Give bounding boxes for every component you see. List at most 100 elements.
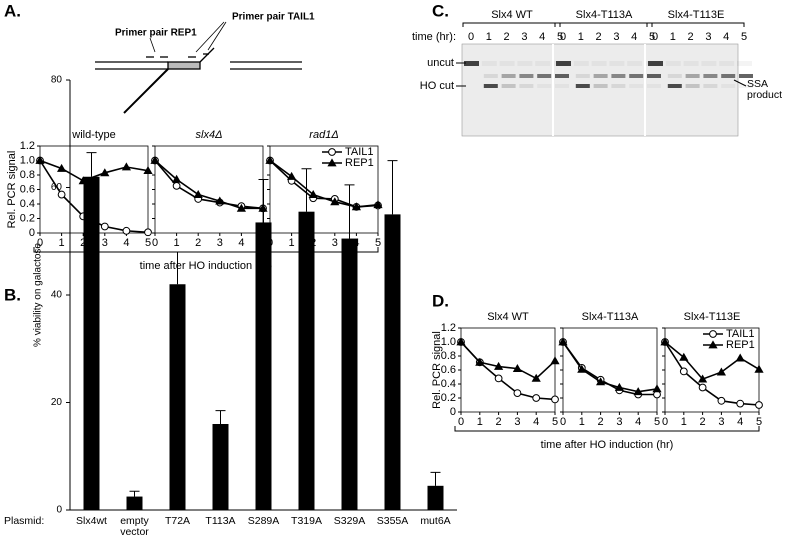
y-tick-label: 40 xyxy=(51,290,63,301)
marker xyxy=(308,189,318,198)
time-label: time (hr): xyxy=(412,31,456,43)
y-tick-label: 60 xyxy=(51,182,63,193)
y-tick-label: 0.4 xyxy=(441,378,456,390)
gel-band xyxy=(721,74,736,78)
gel-band xyxy=(481,61,497,66)
gel-band xyxy=(719,61,735,66)
gel-band xyxy=(648,61,663,66)
ho-site xyxy=(167,61,201,70)
gel-band xyxy=(575,84,590,88)
bar xyxy=(427,485,444,510)
x-tick-label: 4 xyxy=(737,416,743,428)
marker xyxy=(215,196,225,205)
plot-frame xyxy=(460,327,556,413)
marker xyxy=(143,166,153,175)
y-tick-label: 0.8 xyxy=(441,350,456,362)
x-tick-label: 4 xyxy=(238,237,244,249)
error-bar xyxy=(172,251,183,285)
marker xyxy=(531,373,541,382)
y-tick-label: 0.6 xyxy=(441,364,456,376)
x-tick-label: 3 xyxy=(217,237,223,249)
gel-band xyxy=(555,74,569,78)
x-tick-label: 3 xyxy=(616,416,622,428)
gel-band xyxy=(665,61,681,66)
dna-diagram xyxy=(95,21,302,114)
x-tick-label: S355A xyxy=(376,515,409,527)
y-tick-label: 1.2 xyxy=(441,322,456,334)
y-tick-label: 0 xyxy=(29,227,35,239)
bar xyxy=(169,284,186,510)
marker xyxy=(287,171,297,180)
marker xyxy=(558,337,568,346)
marker xyxy=(698,383,707,392)
error-bar xyxy=(129,490,140,497)
gel-band xyxy=(591,61,607,66)
gel-band xyxy=(703,74,718,78)
x-tick-label: 5 xyxy=(145,237,151,249)
gel-band xyxy=(701,61,717,66)
marker xyxy=(122,226,131,235)
marker xyxy=(633,387,643,396)
x-tick-label: 4 xyxy=(635,416,641,428)
y-tick-label: 1.0 xyxy=(441,336,456,348)
lane-label: 4 xyxy=(723,31,729,43)
x-tick-label: 1 xyxy=(477,416,483,428)
lane-label: 1 xyxy=(670,31,676,43)
y-tick-label: 0.4 xyxy=(20,198,35,210)
tail xyxy=(123,68,169,114)
error-bar xyxy=(258,178,269,223)
bar xyxy=(126,496,143,510)
x-tick-label: 4 xyxy=(533,416,539,428)
lane-label: 1 xyxy=(578,31,584,43)
marker xyxy=(708,340,718,349)
y-tick-label: 0.2 xyxy=(20,212,35,224)
gel-band xyxy=(537,84,552,88)
primer-label: Primer pair REP1 xyxy=(115,28,197,39)
x-tick-label: 3 xyxy=(102,237,108,249)
x-tick-label: 5 xyxy=(375,237,381,249)
gel-band xyxy=(501,84,516,88)
subplot-title: rad1Δ xyxy=(309,129,338,141)
marker xyxy=(652,384,662,393)
gel-band xyxy=(609,61,625,66)
bar xyxy=(298,211,315,510)
marker xyxy=(679,352,689,361)
marker xyxy=(100,222,109,231)
x-tick-label: 0 xyxy=(560,416,566,428)
marker xyxy=(596,377,606,386)
x-tick-label: 1 xyxy=(59,237,65,249)
bar xyxy=(255,222,272,510)
subplot-title: Slx4 WT xyxy=(487,311,529,323)
marker xyxy=(327,158,337,167)
gel-band xyxy=(593,84,608,88)
strain-bracket xyxy=(646,22,745,27)
gel-band xyxy=(703,84,718,88)
y-tick-label: 20 xyxy=(51,397,63,408)
x-tick-label: 1 xyxy=(681,416,687,428)
bar xyxy=(212,424,229,510)
gel-band xyxy=(575,74,590,78)
x-tick-label: 0 xyxy=(662,416,668,428)
plot-frame xyxy=(154,145,264,234)
marker xyxy=(57,190,66,199)
tail xyxy=(199,47,215,63)
lane-label: 4 xyxy=(631,31,637,43)
marker xyxy=(328,148,336,156)
lane-label: 2 xyxy=(688,31,694,43)
gel-band xyxy=(483,84,498,88)
marker xyxy=(265,155,275,164)
band-pointer xyxy=(733,79,747,87)
gel-band xyxy=(647,84,661,88)
panel-label: B. xyxy=(4,285,21,304)
marker xyxy=(330,197,340,206)
marker xyxy=(144,228,152,237)
marker xyxy=(709,330,717,338)
marker xyxy=(35,155,45,164)
strain-bracket xyxy=(554,22,653,27)
x-tick-label: 3 xyxy=(514,416,520,428)
gel-band xyxy=(464,61,479,66)
gel-band xyxy=(685,84,700,88)
gel-band xyxy=(667,74,682,78)
x-tick-label: T72A xyxy=(164,515,191,527)
